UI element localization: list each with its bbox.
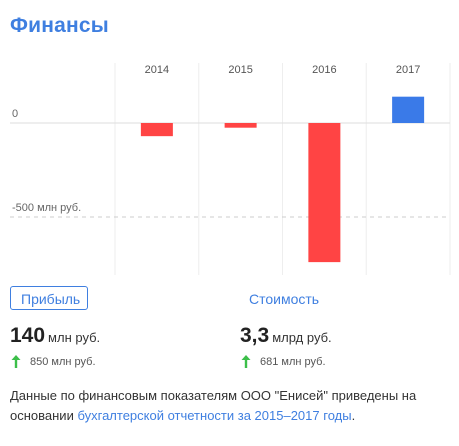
profit-delta-text: 850 млн руб.: [30, 355, 96, 368]
x-tick-label: 2017: [396, 64, 420, 76]
x-tick-label: 2015: [228, 64, 252, 76]
bar-2015: [224, 123, 257, 128]
value-value: 3,3: [240, 324, 270, 347]
bar-2016: [308, 123, 341, 263]
arrow-up-icon: [241, 355, 251, 368]
note-end: .: [351, 408, 356, 423]
source-note: Данные по финансовым показателям ООО "Ен…: [10, 386, 450, 426]
profit-unit: млн руб.: [48, 330, 101, 345]
section-title: Финансы: [10, 14, 109, 37]
profit-value: 140: [10, 324, 46, 347]
value-delta-text: 681 млн руб.: [260, 355, 326, 368]
tab-value[interactable]: Стоимость: [249, 291, 320, 307]
note-text: Данные по финансовым показателям ООО "Ен…: [10, 388, 417, 423]
bar-2017: [392, 96, 425, 123]
profit-delta: 850 млн руб.: [10, 354, 96, 369]
tab-profit[interactable]: Прибыль: [10, 286, 88, 310]
value-delta: 681 млн руб.: [240, 354, 326, 369]
y-tick-label: 0: [12, 108, 18, 120]
x-tick-label: 2014: [145, 64, 169, 76]
bar-2014: [140, 123, 173, 137]
value-metric: 3,3 млрд руб.: [240, 324, 332, 348]
profit-metric: 140 млн руб.: [10, 324, 100, 348]
y-tick-label: -500 млн руб.: [12, 202, 81, 214]
value-unit: млрд руб.: [272, 330, 332, 345]
arrow-up-icon: [11, 355, 21, 368]
x-tick-label: 2016: [312, 64, 336, 76]
finance-bar-chart: 2014 2015 2016 2017 0 -500 млн руб.: [10, 63, 451, 275]
report-link[interactable]: бухгалтерской отчетности за 2015–2017 го…: [77, 408, 352, 423]
